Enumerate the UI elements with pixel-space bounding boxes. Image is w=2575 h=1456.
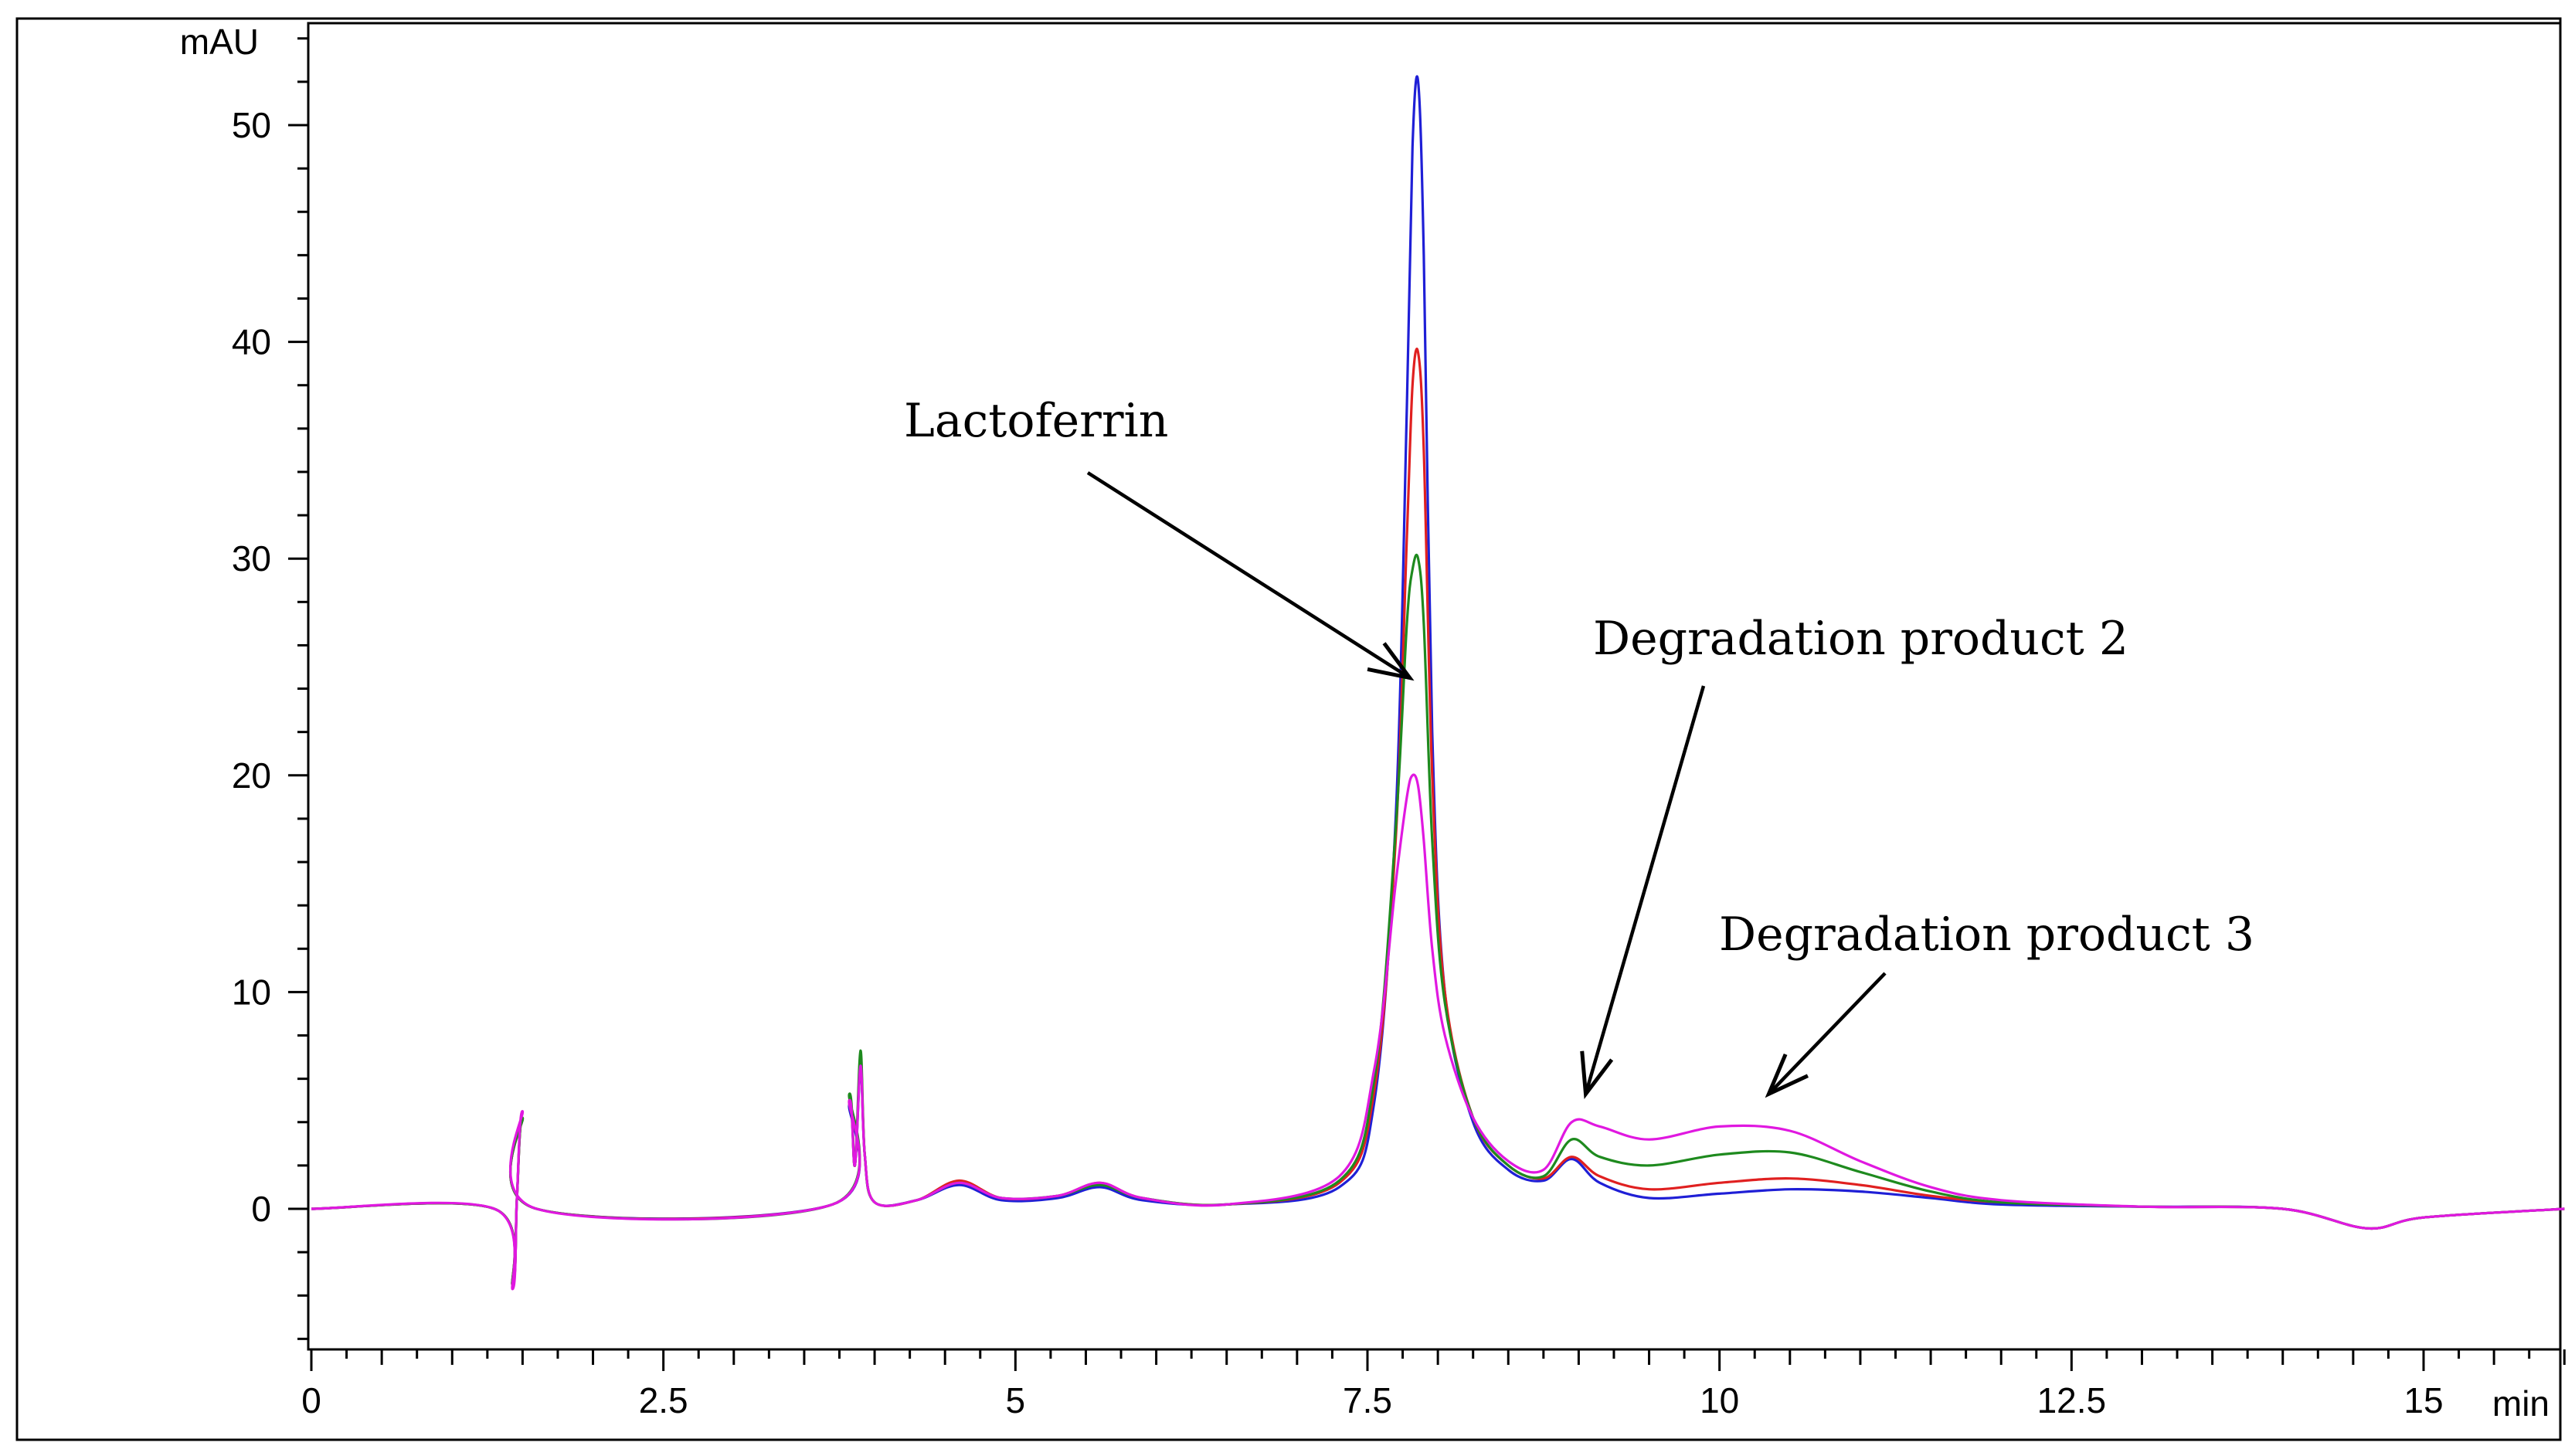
x-axis-unit-label: min	[2492, 1383, 2550, 1424]
x-tick-label: 7.5	[1343, 1380, 1392, 1420]
annotation-degradation-product-3: Degradation product 3	[1719, 908, 2254, 1098]
x-tick-label: 2.5	[639, 1380, 688, 1420]
y-tick-label: 10	[232, 972, 271, 1012]
y-tick-label: 30	[232, 538, 271, 579]
annotation-lactoferrin-arrow	[1086, 471, 1415, 681]
annotation-degradation-product-2: Degradation product 2	[1580, 612, 2128, 1099]
x-tick-label: 15	[2403, 1380, 2443, 1420]
annotation-lactoferrin-label: Lactoferrin	[904, 394, 1168, 448]
annotation-degradation-product-3-label: Degradation product 3	[1719, 908, 2254, 962]
plot-area	[307, 22, 2562, 1351]
y-tick-label: 50	[232, 105, 271, 145]
annotation-lactoferrin: Lactoferrin	[904, 394, 1415, 681]
y-tick-label: 0	[251, 1189, 271, 1229]
x-tick-label: 12.5	[2037, 1380, 2107, 1420]
series-line-1	[311, 75, 2565, 1286]
y-axis-unit-label: mAU	[180, 22, 259, 62]
annotation-degradation-product-2-arrow	[1580, 685, 1706, 1099]
x-tick-label: 5	[1006, 1380, 1026, 1420]
y-tick-label: 20	[232, 755, 271, 796]
x-axis: 0 2.5 5 7.5 10 12.5 15	[301, 1349, 2566, 1420]
y-tick-label: 40	[232, 322, 271, 362]
annotation-degradation-product-3-arrow	[1765, 972, 1887, 1098]
x-tick-label: 10	[1700, 1380, 1739, 1420]
figure-frame	[15, 17, 2562, 1441]
series-line-2	[311, 348, 2565, 1286]
x-tick-label: 0	[301, 1380, 321, 1420]
series-line-4	[311, 773, 2565, 1291]
y-axis: 0 10 20 30 40 50	[232, 37, 308, 1340]
annotation-degradation-product-2-label: Degradation product 2	[1593, 612, 2128, 666]
series-traces	[311, 75, 2565, 1291]
